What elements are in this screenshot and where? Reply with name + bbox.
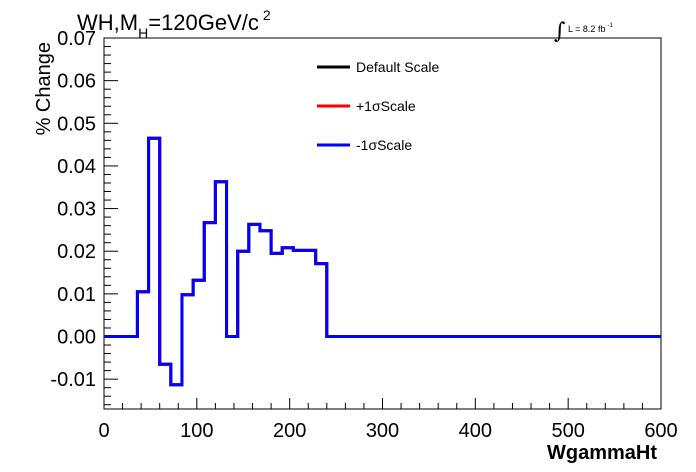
series-line-2 (104, 136, 661, 387)
series-line-1 (104, 136, 661, 387)
y-tick-label: 0.00 (57, 327, 96, 349)
legend-label-0: Default Scale (356, 59, 439, 75)
y-tick-label: 0.01 (57, 284, 96, 306)
plot-frame (103, 37, 662, 410)
x-tick-label: 600 (644, 420, 677, 442)
y-tick-label: 0.02 (57, 241, 96, 263)
chart-title: WH,MH=120GeV/c 2 (77, 7, 271, 41)
y-tick-label: 0.03 (57, 199, 96, 221)
x-tick-label: 0 (98, 420, 109, 442)
luminosity-label: ∫ L = 8.2 fb -1 (554, 19, 613, 44)
y-tick-label: 0.04 (57, 156, 96, 178)
x-tick-label: 100 (180, 420, 213, 442)
integral-symbol: ∫ (554, 19, 566, 44)
y-axis-title: % Change (33, 42, 55, 135)
x-axis-title: WgammaHt (547, 442, 657, 464)
x-tick-label: 300 (366, 420, 399, 442)
legend-label-2: -1σScale (356, 137, 412, 153)
legend: Default Scale +1σScale -1σScale (317, 59, 439, 153)
y-tick-label: 0.05 (57, 113, 96, 135)
series-line-0 (104, 136, 661, 387)
lumi-text: L = 8.2 fb -1 (568, 23, 613, 34)
y-axis: -0.01 0.00 0.01 0.02 0.03 0.04 0.05 0.06 0.07 (50, 28, 118, 406)
x-tick-label: 200 (273, 420, 306, 442)
y-tick-label: 0.07 (57, 28, 96, 50)
x-tick-label: 500 (551, 420, 584, 442)
legend-label-1: +1σScale (356, 98, 416, 114)
x-tick-label: 400 (459, 420, 492, 442)
y-tick-label: 0.06 (57, 71, 96, 93)
x-axis: 0 100 200 300 400 500 600 (98, 398, 678, 442)
series-layer (104, 136, 661, 387)
y-tick-label: -0.01 (50, 369, 96, 391)
